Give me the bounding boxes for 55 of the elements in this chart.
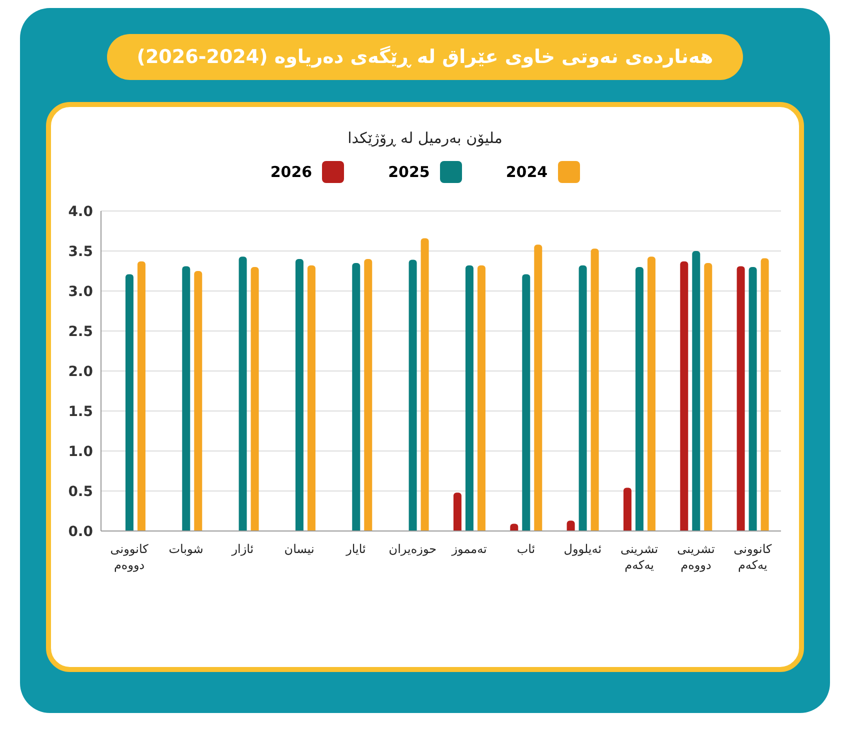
x-tick-label: تەمموز [450, 542, 487, 556]
bar [182, 266, 190, 531]
bar [736, 266, 745, 531]
bar [352, 263, 360, 531]
bar [748, 267, 757, 531]
bar [704, 263, 712, 531]
bar [566, 520, 575, 531]
bar [692, 251, 700, 531]
chart-subtitle: ملیۆن بەرمیل لە ڕۆژێکدا [346, 129, 504, 147]
bar [307, 265, 316, 531]
x-tick-label: ئاب [516, 542, 536, 556]
x-tick-label: کانوونی یەکەم [734, 542, 772, 572]
bar [238, 256, 247, 531]
x-tick-label: نیسان [284, 542, 314, 556]
bar [408, 260, 417, 531]
legend-label: 2024 [506, 163, 548, 181]
y-tick-label: 1.5 [68, 404, 93, 420]
bar [635, 267, 644, 531]
y-tick-label: 0.5 [68, 484, 93, 500]
bar [590, 248, 599, 531]
x-tick-label: تشرینی دووەم [677, 542, 715, 572]
legend-label: 2026 [270, 163, 312, 181]
y-tick-label: 2.0 [68, 364, 94, 380]
bar [534, 244, 542, 531]
bar [522, 274, 530, 531]
y-tick-label: 0.0 [68, 524, 94, 540]
bar [760, 258, 769, 531]
bar [477, 265, 486, 531]
bar [465, 265, 474, 531]
bar [364, 259, 372, 531]
bar [578, 265, 587, 531]
bar [125, 274, 134, 531]
bar [295, 259, 304, 531]
x-tick-label: شوبات [168, 542, 204, 556]
bar [194, 271, 202, 531]
x-tick-label: ئەیلوول [564, 542, 602, 556]
x-tick-label: ئایار [345, 542, 366, 556]
y-tick-label: 1.0 [68, 444, 94, 460]
bar [453, 492, 462, 531]
chart-title: هەناردەی نەوتی خاوی عێراق لە ڕێگەی دەریاوە (2024-2026) [106, 34, 744, 80]
legend-label: 2025 [388, 163, 430, 181]
bar [137, 261, 146, 531]
bar [250, 267, 259, 531]
bar [680, 261, 688, 531]
bar [420, 238, 429, 531]
y-tick-label: 3.5 [68, 244, 93, 260]
x-tick-label: کانوونی دووەم [110, 542, 149, 572]
y-tick-label: 4.0 [68, 204, 94, 220]
bar [623, 488, 632, 531]
x-tick-label: ئازار [230, 542, 254, 556]
x-tick-label: حوزەیران [388, 542, 437, 556]
y-tick-label: 2.5 [68, 324, 93, 340]
bar [647, 256, 656, 531]
x-tick-label: تشرینی یەکەم [620, 542, 658, 572]
y-tick-label: 3.0 [68, 284, 94, 300]
